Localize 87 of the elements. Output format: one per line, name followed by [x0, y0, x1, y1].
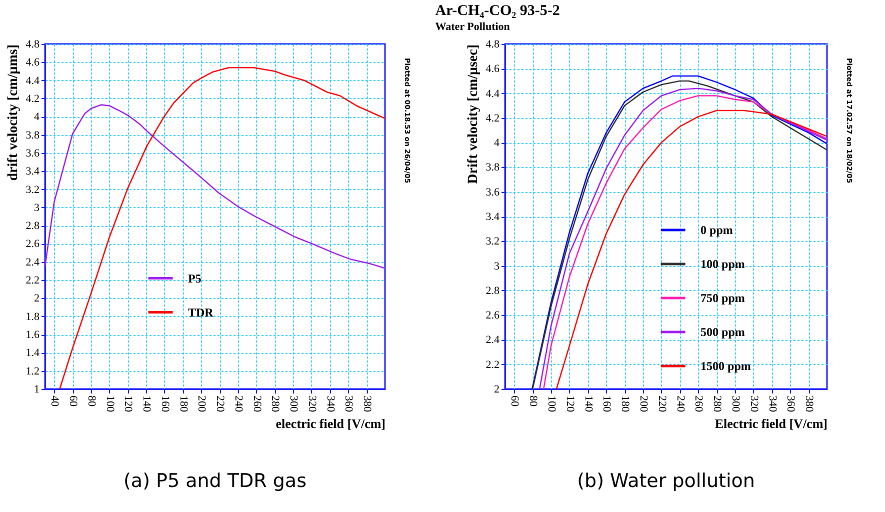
- x-tick-label: 140: [582, 396, 594, 412]
- text: (b) Water pollution: [577, 470, 755, 492]
- y-tick-label: 4: [494, 137, 500, 150]
- y-tick-label: 2: [34, 292, 40, 305]
- x-tick-label: 300: [288, 396, 300, 412]
- y-tick-label: 2.4: [486, 334, 500, 346]
- y-tick-label: 4.8: [26, 38, 40, 50]
- x-tick-label: 360: [342, 396, 355, 412]
- x-tick-label: 200: [638, 396, 650, 412]
- y-tick-label: 2.6: [486, 310, 500, 322]
- x-tick-label: 160: [600, 396, 613, 412]
- x-axis-title: electric field [V/cm]: [276, 416, 386, 431]
- y-tick-label: 2.4: [26, 256, 40, 268]
- x-tick-label: 100: [546, 396, 558, 412]
- x-tick-label: 300: [730, 396, 742, 412]
- x-tick-label: 260: [692, 396, 705, 412]
- legend-label: 0 ppm: [700, 223, 733, 237]
- x-tick-label: 60: [67, 396, 80, 407]
- chart-title: Ar-CH₄-CO₂ 93-5-2: [435, 3, 560, 19]
- x-tick-label: 60: [508, 396, 521, 407]
- x-tick-label: 140: [140, 396, 153, 412]
- y-tick-label: 1: [34, 384, 40, 396]
- y-axis-title: Drift velocity [cm/μsec]: [466, 44, 481, 184]
- y-tick-label: 3.8: [26, 129, 40, 142]
- x-tick-label: 240: [232, 396, 244, 412]
- x-tick-label: 80: [527, 396, 540, 407]
- x-tick-label: 40: [48, 396, 61, 407]
- x-tick-label: 260: [250, 396, 263, 412]
- x-tick-label: 220: [214, 396, 226, 412]
- x-tick-label: 320: [306, 396, 318, 412]
- y-tick-label: 3.8: [486, 162, 500, 174]
- x-tick-label: 240: [674, 396, 686, 412]
- y-tick-label: 4.2: [26, 92, 40, 105]
- x-tick-label: 120: [564, 396, 576, 412]
- legend-label: 100 ppm: [700, 257, 745, 271]
- y-tick-label: 2.8: [26, 220, 40, 232]
- y-tick-label: 3.4: [26, 166, 40, 178]
- x-tick-label: 320: [748, 396, 760, 412]
- x-tick-label: 180: [177, 396, 190, 412]
- x-tick-label: 280: [269, 396, 282, 412]
- x-tick-label: 80: [85, 396, 98, 407]
- chart-subtitle: Water Pollution: [435, 21, 510, 33]
- y-axis-title: drift velocity [cm/μms]: [6, 44, 21, 181]
- y-tick-label: 2: [494, 384, 500, 396]
- legend-label: 750 ppm: [700, 291, 745, 305]
- legend-label: 500 ppm: [700, 325, 745, 339]
- x-tick-label: 340: [766, 396, 778, 412]
- y-tick-label: 3.6: [26, 147, 40, 160]
- y-tick-label: 1.8: [26, 310, 40, 323]
- y-tick-label: 3.4: [486, 211, 500, 223]
- y-tick-label: 1.4: [26, 347, 40, 360]
- x-tick-label: 340: [324, 396, 336, 412]
- y-tick-label: 4.2: [486, 112, 500, 124]
- y-tick-label: 2.2: [26, 274, 40, 287]
- y-tick-label: 4.8: [486, 38, 500, 50]
- y-tick-label: 4: [34, 111, 40, 124]
- y-tick-label: 1.6: [26, 329, 40, 342]
- x-tick-label: 200: [196, 396, 208, 412]
- y-tick-label: 4.4: [26, 74, 40, 87]
- y-tick-label: 3.6: [486, 186, 500, 198]
- x-tick-label: 100: [104, 396, 116, 412]
- y-tick-label: 4.6: [486, 63, 500, 76]
- legend-label: TDR: [188, 305, 214, 320]
- y-tick-label: 4.6: [26, 56, 40, 69]
- x-tick-label: 380: [361, 396, 374, 412]
- legend-label: 1500 ppm: [700, 359, 751, 373]
- y-tick-label: 2.2: [486, 358, 500, 371]
- y-tick-label: 2.8: [486, 284, 500, 297]
- y-tick-label: 4.4: [486, 88, 500, 100]
- y-tick-label: 3: [34, 202, 40, 214]
- x-tick-label: 360: [784, 396, 797, 412]
- x-tick-label: 220: [656, 396, 668, 412]
- x-axis-title: Electric field [V/cm]: [714, 416, 828, 431]
- y-tick-label: 3.2: [26, 184, 40, 196]
- x-tick-label: 120: [122, 396, 134, 412]
- y-tick-label: 3: [494, 260, 500, 272]
- y-tick-label: 2.6: [26, 238, 40, 250]
- legend-label: P5: [188, 271, 202, 286]
- x-tick-label: 280: [711, 396, 724, 412]
- x-tick-label: 160: [158, 396, 171, 412]
- x-tick-label: 180: [619, 396, 632, 412]
- line-series: [45, 104, 385, 269]
- y-tick-label: 1.2: [26, 365, 40, 378]
- text: (a) P5 and TDR gas: [124, 470, 306, 492]
- y-tick-label: 3.2: [486, 236, 500, 248]
- line-series: [59, 66, 385, 389]
- x-tick-label: 380: [803, 396, 816, 412]
